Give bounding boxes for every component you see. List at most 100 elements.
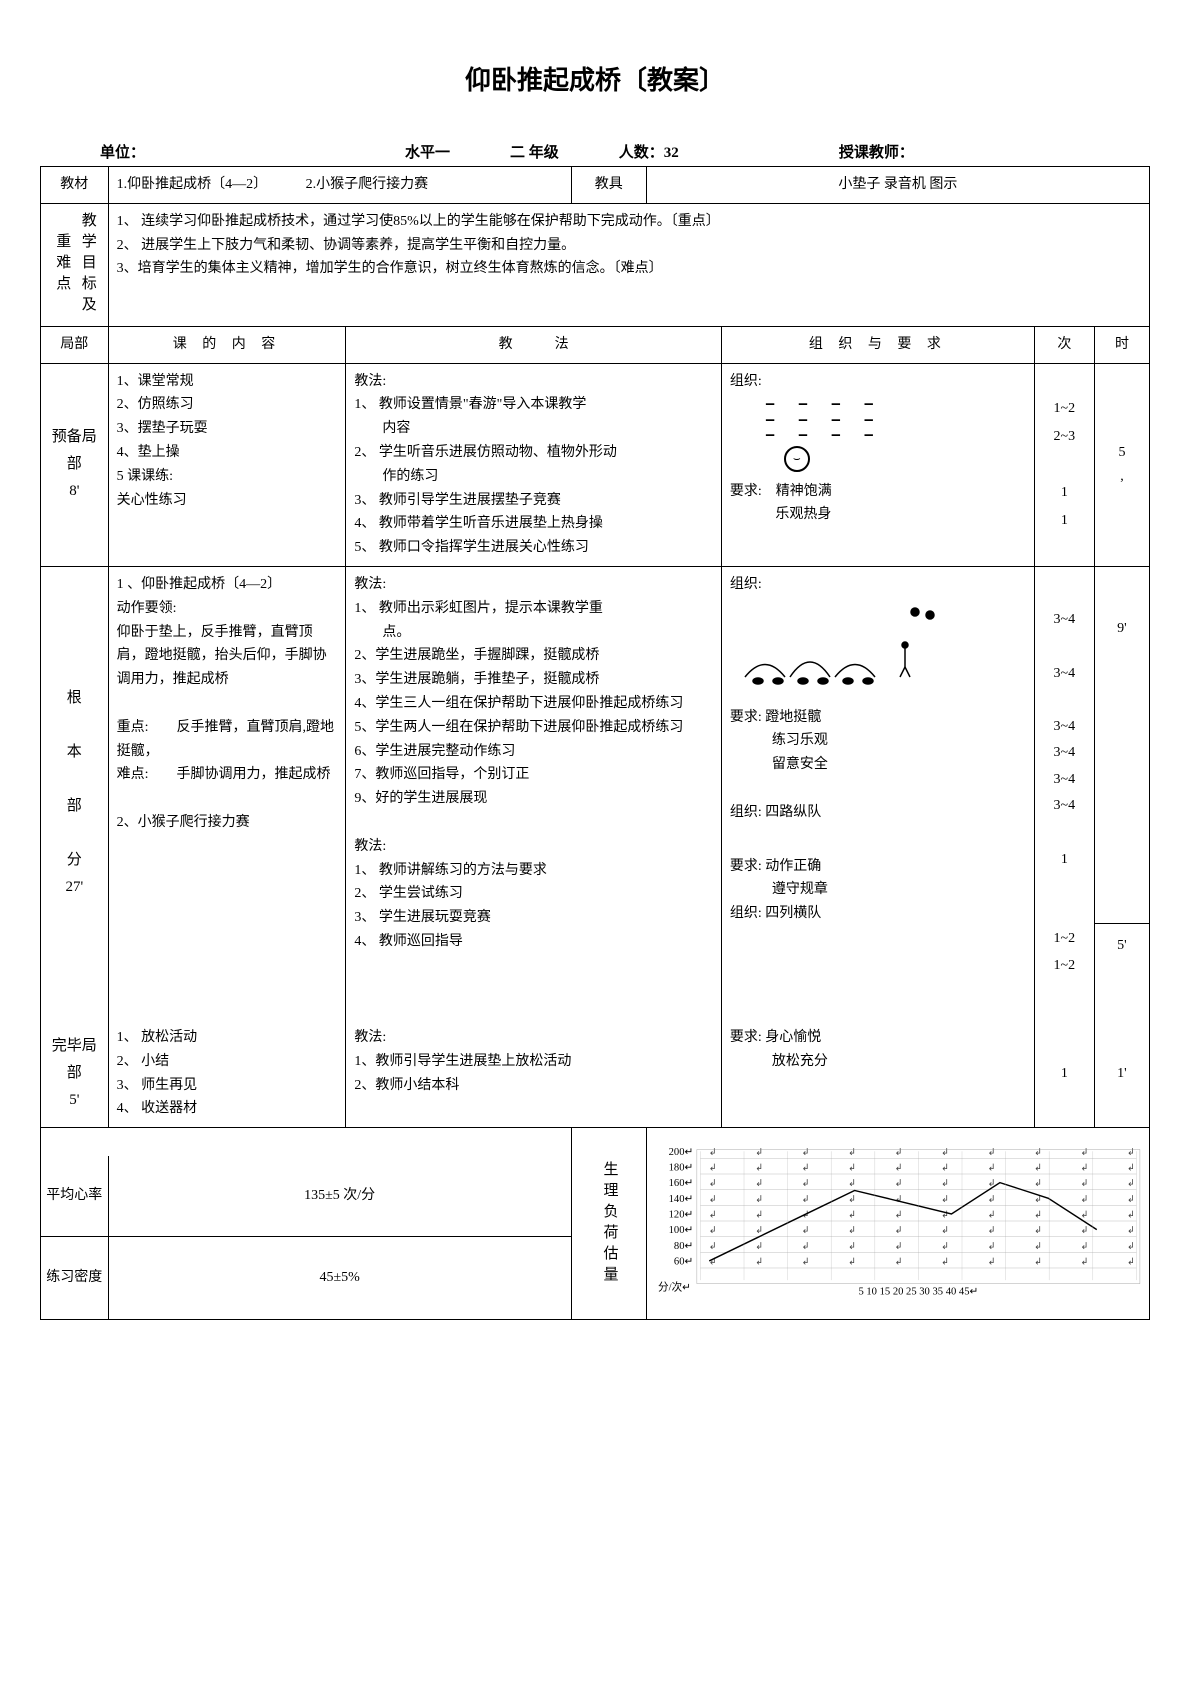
svg-text:↲: ↲ <box>1034 1210 1042 1221</box>
svg-text:↲: ↲ <box>708 1225 716 1236</box>
load-chart: 200↵↲↲↲↲↲↲↲↲↲↲180↵↲↲↲↲↲↲↲↲↲↲160↵↲↲↲↲↲↲↲↲… <box>646 1128 1149 1320</box>
page-title: 仰卧推起成桥〔教案〕 <box>40 60 1150 97</box>
svg-text:↲: ↲ <box>894 1257 902 1268</box>
svg-text:↲: ↲ <box>755 1163 763 1174</box>
svg-text:100↵: 100↵ <box>668 1225 693 1236</box>
svg-text:↲: ↲ <box>987 1225 995 1236</box>
svg-text:↲: ↲ <box>1080 1178 1088 1189</box>
svg-text:↲: ↲ <box>708 1163 716 1174</box>
end-content: 1、 放松活动2、 小结3、 师生再见4、 收送器材 <box>108 1020 346 1128</box>
svg-text:↲: ↲ <box>941 1257 949 1268</box>
main-duration1: 9' <box>1094 566 1149 923</box>
count-label: 人数：32 <box>619 141 679 162</box>
blank-cell <box>41 1128 572 1156</box>
svg-text:↲: ↲ <box>894 1194 902 1205</box>
main-content: 1 、仰卧推起成桥〔4—2〕动作要领:仰卧于垫上，反手推臂，直臂顶肩，蹬地挺髋，… <box>108 566 346 1020</box>
svg-text:↲: ↲ <box>801 1178 809 1189</box>
svg-text:↲: ↲ <box>1034 1147 1042 1158</box>
svg-text:↲: ↲ <box>987 1210 995 1221</box>
grade-label: 二 年级 <box>510 141 559 162</box>
prep-method: 教法:1、 教师设置情景"春游"导入本课教学 内容2、 学生听音乐进展仿照动物、… <box>346 363 721 566</box>
svg-text:↲: ↲ <box>1034 1257 1042 1268</box>
svg-text:↲: ↲ <box>755 1257 763 1268</box>
level-label: 水平一 <box>405 141 450 162</box>
svg-text:↲: ↲ <box>801 1147 809 1158</box>
svg-text:↲: ↲ <box>941 1163 949 1174</box>
svg-text:↲: ↲ <box>801 1194 809 1205</box>
goals-content: 1、 连续学习仰卧推起成桥技术，通过学习使85%以上的学生能够在保护帮助下完成动… <box>108 203 1149 326</box>
th-method: 教 法 <box>346 326 721 363</box>
svg-text:↲: ↲ <box>941 1194 949 1205</box>
svg-text:↲: ↲ <box>987 1241 995 1252</box>
svg-text:↲: ↲ <box>941 1225 949 1236</box>
svg-text:↲: ↲ <box>894 1163 902 1174</box>
svg-text:↲: ↲ <box>848 1178 856 1189</box>
svg-text:↲: ↲ <box>708 1178 716 1189</box>
formation-icon: — — — —— — — —— — — — <box>766 397 1026 443</box>
svg-text:↲: ↲ <box>1034 1163 1042 1174</box>
teacher-label: 授课教师： <box>839 141 914 162</box>
svg-text:分/次↵: 分/次↵ <box>658 1281 691 1294</box>
svg-text:↲: ↲ <box>755 1225 763 1236</box>
svg-text:↲: ↲ <box>1080 1241 1088 1252</box>
prep-times: 1~22~3 11 <box>1034 363 1094 566</box>
svg-text:↲: ↲ <box>987 1257 995 1268</box>
svg-text:↲: ↲ <box>755 1178 763 1189</box>
svg-text:↲: ↲ <box>1034 1178 1042 1189</box>
main-section: 根 本 部 分27' <box>41 566 109 1020</box>
svg-text:↲: ↲ <box>848 1163 856 1174</box>
svg-text:↲: ↲ <box>1080 1210 1088 1221</box>
header-row: 单位： 水平一 二 年级 人数：32 授课教师： <box>40 137 1150 166</box>
svg-text:↲: ↲ <box>708 1241 716 1252</box>
svg-text:↲: ↲ <box>1127 1194 1135 1205</box>
svg-text:↲: ↲ <box>708 1147 716 1158</box>
main-org: 组织: <box>721 566 1034 1020</box>
svg-text:↲: ↲ <box>1127 1257 1135 1268</box>
svg-text:↲: ↲ <box>1127 1210 1135 1221</box>
end-duration: 1' <box>1094 1020 1149 1128</box>
svg-text:140↵: 140↵ <box>668 1194 693 1205</box>
tools-label: 教具 <box>571 167 646 204</box>
load-label: 生理负荷估量 <box>571 1128 646 1320</box>
svg-text:↲: ↲ <box>894 1147 902 1158</box>
svg-text:↲: ↲ <box>848 1210 856 1221</box>
svg-text:↲: ↲ <box>894 1210 902 1221</box>
svg-text:↲: ↲ <box>708 1210 716 1221</box>
chart-svg: 200↵↲↲↲↲↲↲↲↲↲↲180↵↲↲↲↲↲↲↲↲↲↲160↵↲↲↲↲↲↲↲↲… <box>651 1136 1145 1306</box>
bridge-diagram-icon <box>730 597 950 697</box>
svg-text:↲: ↲ <box>1080 1147 1088 1158</box>
lesson-table: 教材 1.仰卧推起成桥〔4—2〕 2.小猴子爬行接力赛 教具 小垫子 录音机 图… <box>40 166 1150 1320</box>
th-content: 课 的 内 容 <box>108 326 346 363</box>
end-section: 完毕局部5' <box>41 1020 109 1128</box>
jiaocai-content: 1.仰卧推起成桥〔4—2〕 2.小猴子爬行接力赛 <box>108 167 571 204</box>
hr-value: 135±5 次/分 <box>108 1156 571 1237</box>
prep-org: 组织: — — — —— — — —— — — — ⌣ 要求: 精神饱满 乐观热… <box>721 363 1034 566</box>
svg-text:↲: ↲ <box>755 1147 763 1158</box>
svg-text:↲: ↲ <box>987 1163 995 1174</box>
svg-text:180↵: 180↵ <box>668 1163 693 1174</box>
svg-text:↲: ↲ <box>708 1194 716 1205</box>
svg-text:↲: ↲ <box>1080 1194 1088 1205</box>
svg-text:↲: ↲ <box>1080 1257 1088 1268</box>
svg-text:80↵: 80↵ <box>674 1241 693 1252</box>
svg-text:↲: ↲ <box>1127 1225 1135 1236</box>
svg-text:60↵: 60↵ <box>674 1257 693 1268</box>
density-value: 45±5% <box>108 1237 571 1319</box>
svg-text:↲: ↲ <box>755 1194 763 1205</box>
svg-text:↲: ↲ <box>1080 1163 1088 1174</box>
row-label-goals: 教学目标及重难点 <box>41 203 109 326</box>
hr-label: 平均心率 <box>41 1156 109 1237</box>
svg-text:↲: ↲ <box>894 1178 902 1189</box>
svg-text:↲: ↲ <box>848 1225 856 1236</box>
svg-text:5 10 15 20 25 30 35 40 45↵: 5 10 15 20 25 30 35 40 45↵ <box>858 1286 978 1297</box>
tools-value: 小垫子 录音机 图示 <box>646 167 1149 204</box>
svg-text:160↵: 160↵ <box>668 1178 693 1189</box>
svg-text:↲: ↲ <box>1034 1241 1042 1252</box>
unit-label: 单位： <box>100 141 145 162</box>
svg-text:↲: ↲ <box>848 1241 856 1252</box>
svg-text:↲: ↲ <box>1127 1163 1135 1174</box>
th-section: 局部 <box>41 326 109 363</box>
end-method: 教法:1、教师引导学生进展垫上放松活动2、教师小结本科 <box>346 1020 721 1128</box>
svg-text:↲: ↲ <box>848 1147 856 1158</box>
main-times: 3~4 3~4 3~43~43~43~4 1 1~21~2 <box>1034 566 1094 1020</box>
